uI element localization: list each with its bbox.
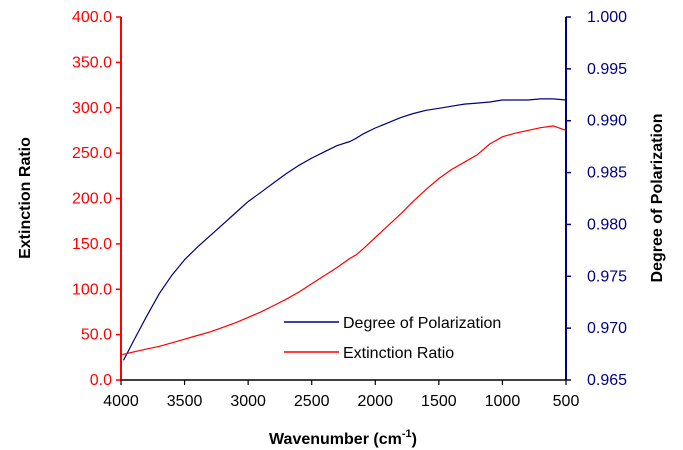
x-tick-label: 3000 [230,393,266,410]
x-axis-title-close: ) [412,431,417,448]
left-axis-title: Extinction Ratio [17,137,34,259]
x-tick-label: 1500 [421,393,457,410]
right-tick-label: 0.980 [587,216,627,233]
left-tick-label: 300.0 [72,100,112,117]
legend: Degree of Polarization Extinction Ratio [284,315,501,362]
x-axis-title: Wavenumber (cm-1) [269,428,417,448]
x-axis: 4000 3500 3000 2500 2000 1500 1000 500 [103,380,579,410]
x-tick-label: 500 [553,393,580,410]
x-axis-title-main: Wavenumber (cm [269,431,402,448]
series-line-degree-of-polarization [122,98,567,361]
left-tick-label: 400.0 [72,9,112,26]
x-tick-label: 4000 [103,393,139,410]
series-layer [122,98,567,361]
right-tick-label: 0.985 [587,165,627,182]
left-tick-label: 50.0 [81,327,112,344]
right-tick-label: 0.970 [587,320,627,337]
x-axis-title-superscript: -1 [402,428,412,440]
series-line-extinction-ratio [122,125,567,356]
left-tick-label: 150.0 [72,236,112,253]
x-tick-label: 2500 [294,393,330,410]
right-y-axis: 0.965 0.970 0.975 0.980 0.985 0.990 0.995 1.000 [566,9,627,389]
right-tick-label: 0.965 [587,372,627,389]
right-tick-label: 1.000 [587,9,627,26]
left-y-axis: 0.0 50.0 100.0 150.0 200.0 250.0 300.0 350.0 400… [72,9,121,389]
right-tick-label: 0.995 [587,61,627,78]
x-tick-label: 2000 [357,393,393,410]
left-tick-label: 100.0 [72,281,112,298]
left-tick-label: 250.0 [72,145,112,162]
right-tick-label: 0.975 [587,268,627,285]
left-tick-label: 200.0 [72,191,112,208]
left-tick-label: 350.0 [72,54,112,71]
x-tick-label: 3500 [167,393,203,410]
legend-label: Degree of Polarization [343,315,501,332]
left-tick-label: 0.0 [90,372,112,389]
right-tick-label: 0.990 [587,113,627,130]
right-axis-title: Degree of Polarization [649,114,666,283]
x-tick-label: 1000 [485,393,521,410]
legend-label: Extinction Ratio [343,345,454,362]
